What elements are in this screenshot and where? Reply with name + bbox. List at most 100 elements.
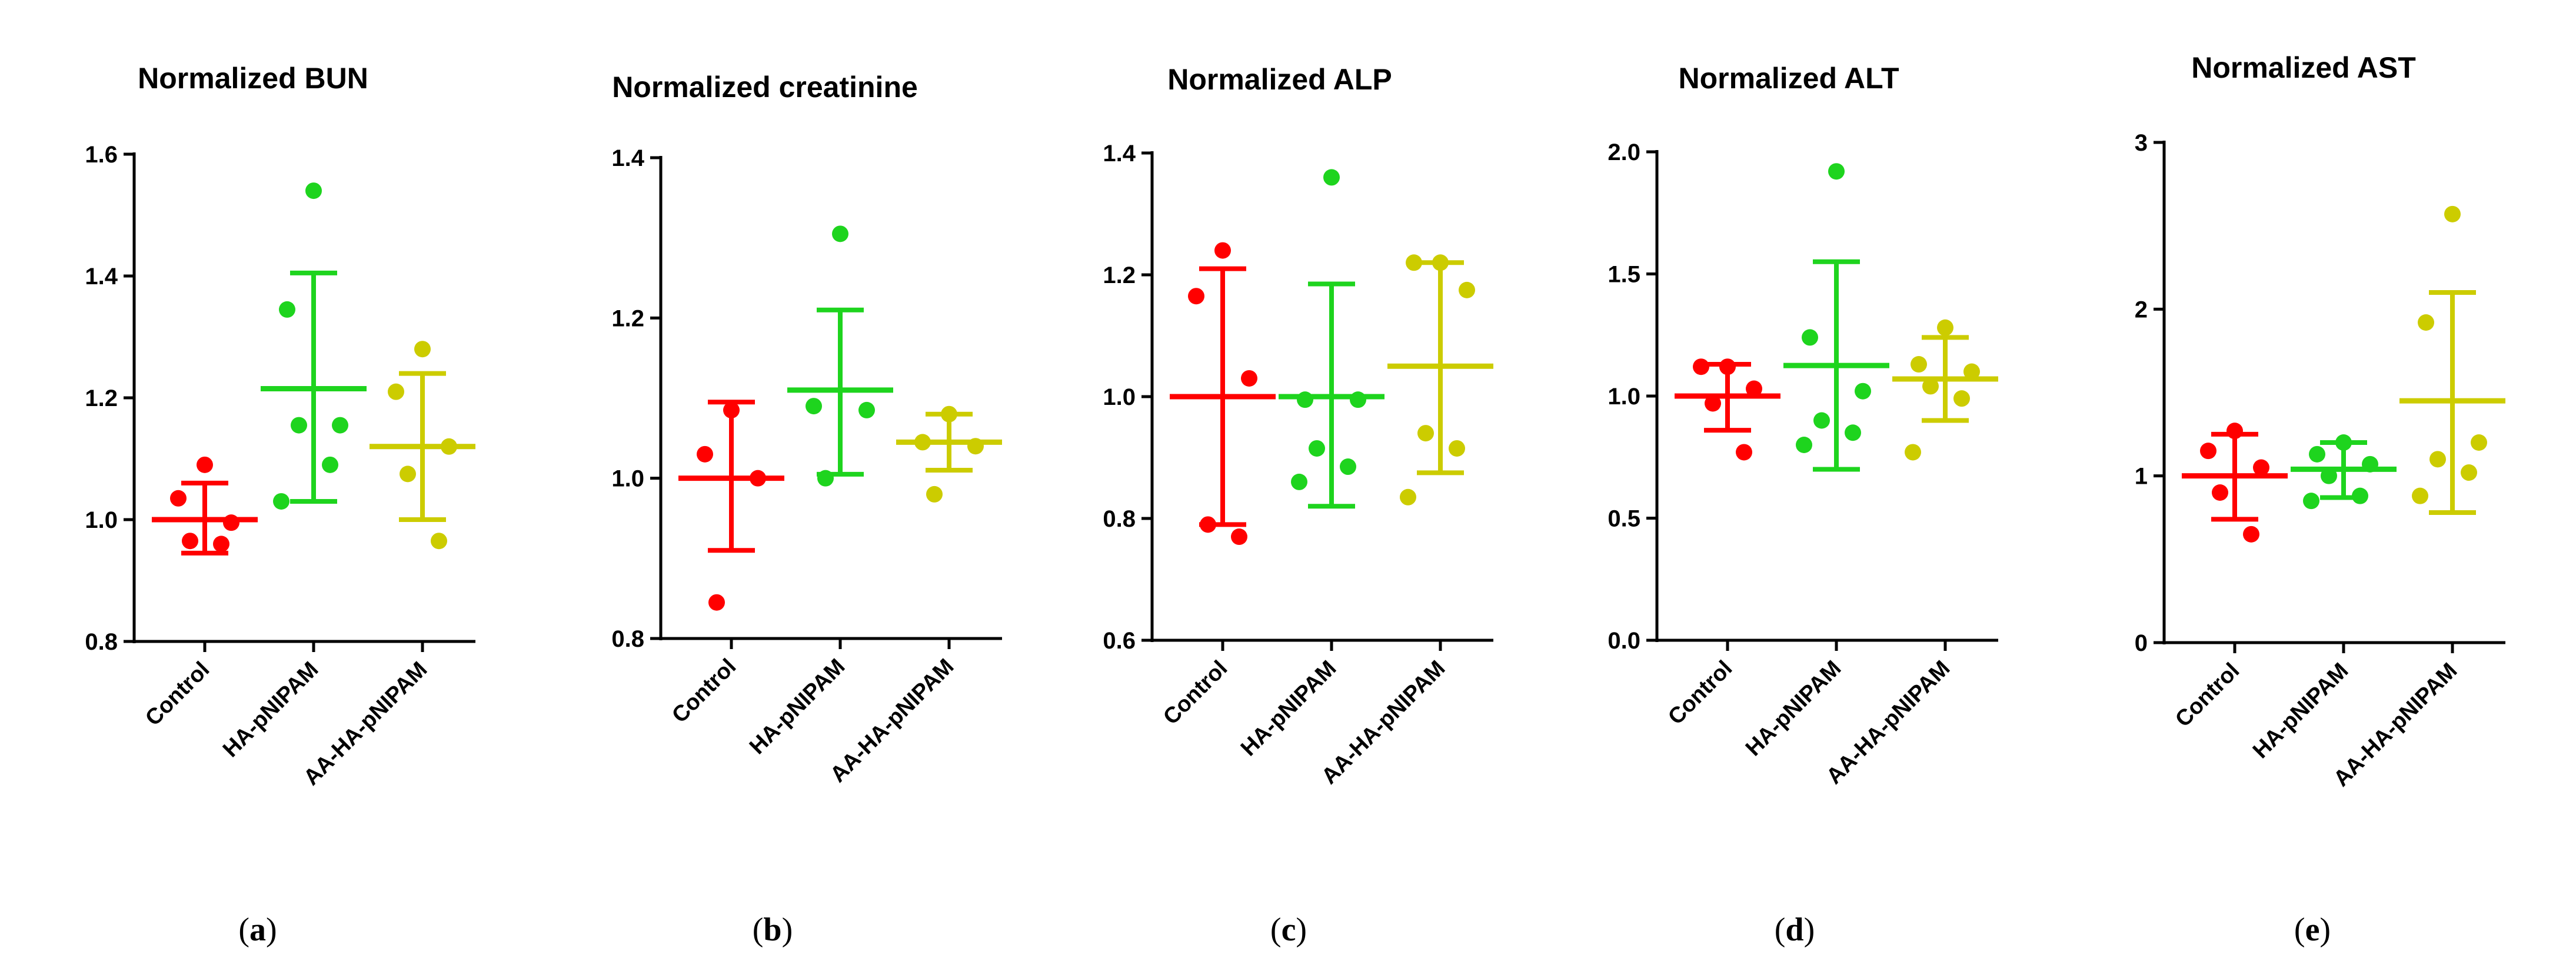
data-point bbox=[967, 438, 984, 455]
data-point bbox=[400, 465, 416, 483]
data-point bbox=[1922, 378, 1939, 395]
panel-title: Normalized ALP bbox=[1167, 63, 1392, 96]
x-tick-label-ha-pnipam: HA-pNIPAM bbox=[1236, 656, 1341, 761]
data-point bbox=[2412, 487, 2428, 504]
data-point bbox=[279, 301, 295, 318]
series-control bbox=[678, 400, 784, 611]
data-point bbox=[817, 470, 834, 487]
y-tick-label: 1.5 bbox=[1607, 262, 1640, 288]
panel-a: Normalized BUN 0.8 1.0 1.2 1.4 1.6 Control HA-p… bbox=[85, 62, 475, 948]
data-point bbox=[1340, 458, 1356, 475]
panel-title: Normalized ALT bbox=[1678, 62, 1899, 95]
data-point bbox=[1693, 358, 1709, 375]
data-point bbox=[1813, 412, 1830, 429]
data-point bbox=[291, 417, 307, 434]
data-point bbox=[2352, 487, 2368, 504]
data-point bbox=[1297, 391, 1313, 408]
data-point bbox=[1802, 329, 1818, 346]
data-point bbox=[806, 398, 822, 415]
data-point bbox=[1200, 516, 1216, 533]
series-ha-pnipam bbox=[261, 182, 367, 510]
data-point bbox=[2309, 445, 2325, 463]
series-ha-pnipam bbox=[1783, 163, 1889, 472]
data-point bbox=[2226, 423, 2243, 440]
data-point bbox=[1845, 424, 1861, 441]
data-point bbox=[388, 383, 404, 400]
series-control bbox=[1675, 358, 1780, 461]
data-point bbox=[332, 417, 348, 434]
data-point bbox=[431, 533, 447, 550]
data-point bbox=[322, 456, 338, 473]
series-aa-ha-pnipam bbox=[896, 405, 1002, 503]
data-point bbox=[1855, 383, 1871, 400]
data-point bbox=[1937, 319, 1953, 336]
data-point bbox=[1449, 440, 1465, 457]
data-point bbox=[1905, 444, 1921, 461]
data-point bbox=[1953, 390, 1970, 407]
series-aa-ha-pnipam bbox=[1892, 319, 1998, 461]
x-tick-label-control: Control bbox=[1663, 656, 1737, 730]
data-point bbox=[1406, 254, 1422, 271]
y-tick-label: 0.0 bbox=[1607, 628, 1640, 654]
x-tick-label-ha-pnipam: HA-pNIPAM bbox=[218, 657, 323, 762]
data-point bbox=[2418, 314, 2434, 331]
data-point bbox=[273, 493, 289, 510]
panel-letter: (a) bbox=[238, 912, 277, 948]
data-point bbox=[1796, 437, 1812, 453]
y-tick-label: 0.8 bbox=[611, 626, 644, 652]
data-point bbox=[1350, 391, 1366, 408]
y-tick-label: 1.2 bbox=[611, 305, 644, 331]
y-tick-label: 1.0 bbox=[611, 466, 644, 492]
data-point bbox=[170, 490, 187, 507]
data-point bbox=[2212, 484, 2228, 501]
data-point bbox=[414, 341, 431, 358]
series-control bbox=[2182, 423, 2288, 543]
y-tick-label: 1.4 bbox=[85, 264, 118, 290]
y-tick-label: 2 bbox=[2135, 297, 2148, 322]
series-ha-pnipam bbox=[1279, 169, 1384, 509]
data-point bbox=[2243, 526, 2259, 543]
data-point bbox=[1241, 370, 1257, 387]
data-point bbox=[1963, 363, 1980, 380]
x-tick-label-control: Control bbox=[141, 657, 214, 731]
data-point bbox=[1828, 163, 1845, 180]
x-tick-label-control: Control bbox=[2171, 659, 2244, 732]
data-point bbox=[1400, 488, 1416, 506]
y-tick-label: 1.2 bbox=[1103, 262, 1136, 288]
data-point bbox=[1459, 281, 1475, 298]
data-point bbox=[2253, 459, 2269, 476]
data-point bbox=[832, 225, 848, 242]
data-point bbox=[2200, 443, 2216, 460]
data-point bbox=[1746, 380, 1762, 397]
data-point bbox=[2362, 455, 2378, 473]
data-point bbox=[858, 401, 875, 418]
data-point bbox=[914, 434, 931, 451]
data-point bbox=[1188, 288, 1204, 305]
series-control bbox=[1170, 242, 1276, 546]
data-point bbox=[1309, 440, 1325, 457]
data-point bbox=[750, 470, 766, 487]
y-tick-label: 2.0 bbox=[1607, 139, 1640, 165]
data-point bbox=[1736, 444, 1752, 461]
data-point bbox=[1417, 425, 1434, 442]
panel-title: Normalized creatinine bbox=[612, 71, 918, 104]
data-point bbox=[1231, 528, 1247, 546]
panel-letter: (b) bbox=[753, 912, 793, 948]
y-tick-label: 3 bbox=[2135, 130, 2148, 156]
data-point bbox=[223, 514, 239, 531]
data-point bbox=[1911, 356, 1927, 373]
y-tick-label: 1.4 bbox=[1103, 141, 1136, 167]
data-point bbox=[305, 182, 322, 199]
panel-letter: (e) bbox=[2294, 912, 2331, 948]
data-point bbox=[941, 405, 957, 423]
data-point bbox=[926, 486, 943, 503]
y-tick-label: 0 bbox=[2135, 630, 2148, 656]
data-point bbox=[1719, 358, 1736, 375]
data-point bbox=[2321, 467, 2337, 484]
y-tick-label: 1.0 bbox=[85, 507, 118, 533]
y-tick-label: 0.8 bbox=[1103, 506, 1136, 532]
data-point bbox=[2335, 434, 2352, 451]
data-point bbox=[2429, 451, 2446, 468]
data-point bbox=[441, 438, 457, 455]
